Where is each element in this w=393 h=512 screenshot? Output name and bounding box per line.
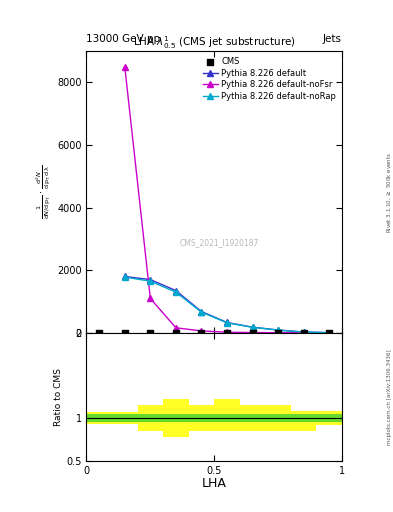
Pythia 8.226 default bbox=[327, 330, 332, 336]
CMS bbox=[224, 329, 230, 337]
Text: Rivet 3.1.10, $\geq$ 500k events: Rivet 3.1.10, $\geq$ 500k events bbox=[385, 152, 393, 232]
Line: Pythia 8.226 default-noRap: Pythia 8.226 default-noRap bbox=[122, 274, 332, 335]
Pythia 8.226 default-noRap bbox=[276, 327, 281, 333]
CMS bbox=[173, 329, 179, 337]
Pythia 8.226 default-noFsr bbox=[174, 325, 178, 331]
Text: 13000 GeV pp: 13000 GeV pp bbox=[86, 33, 161, 44]
Y-axis label: Ratio to CMS: Ratio to CMS bbox=[55, 368, 63, 426]
Line: Pythia 8.226 default: Pythia 8.226 default bbox=[122, 274, 332, 335]
Pythia 8.226 default-noFsr bbox=[250, 330, 255, 336]
Text: mcplots.cern.ch [arXiv:1306.3436]: mcplots.cern.ch [arXiv:1306.3436] bbox=[387, 349, 391, 444]
Title: LHA $\lambda^{1}_{0.5}$ (CMS jet substructure): LHA $\lambda^{1}_{0.5}$ (CMS jet substru… bbox=[133, 34, 296, 51]
Legend: CMS, Pythia 8.226 default, Pythia 8.226 default-noFsr, Pythia 8.226 default-noRa: CMS, Pythia 8.226 default, Pythia 8.226 … bbox=[201, 55, 338, 102]
Pythia 8.226 default bbox=[148, 276, 152, 283]
Pythia 8.226 default-noRap bbox=[148, 278, 152, 284]
CMS bbox=[301, 329, 307, 337]
Pythia 8.226 default-noFsr bbox=[148, 295, 152, 302]
Bar bbox=[86, 414, 342, 422]
Pythia 8.226 default bbox=[276, 327, 281, 333]
Pythia 8.226 default bbox=[250, 324, 255, 330]
Text: Jets: Jets bbox=[323, 33, 342, 44]
Pythia 8.226 default-noFsr bbox=[276, 330, 281, 336]
Pythia 8.226 default-noFsr bbox=[301, 330, 306, 336]
Pythia 8.226 default-noFsr bbox=[199, 328, 204, 334]
Pythia 8.226 default bbox=[225, 319, 230, 326]
Pythia 8.226 default-noRap bbox=[301, 329, 306, 335]
Pythia 8.226 default-noFsr bbox=[123, 64, 127, 70]
Pythia 8.226 default bbox=[174, 288, 178, 294]
Pythia 8.226 default-noFsr bbox=[225, 329, 230, 335]
Pythia 8.226 default bbox=[199, 308, 204, 314]
Y-axis label: $\frac{1}{\mathrm{d}N/\mathrm{d\,p_T}}\cdot\frac{\mathrm{d}^2N}{\mathrm{d\,p_T\,: $\frac{1}{\mathrm{d}N/\mathrm{d\,p_T}}\c… bbox=[35, 165, 53, 219]
Pythia 8.226 default-noRap bbox=[174, 289, 178, 295]
Pythia 8.226 default-noRap bbox=[327, 330, 332, 336]
CMS bbox=[275, 329, 281, 337]
Pythia 8.226 default bbox=[123, 273, 127, 280]
CMS bbox=[326, 329, 332, 337]
Pythia 8.226 default-noRap bbox=[199, 309, 204, 315]
X-axis label: LHA: LHA bbox=[202, 477, 227, 490]
CMS bbox=[250, 329, 256, 337]
CMS bbox=[96, 329, 102, 337]
CMS bbox=[122, 329, 128, 337]
CMS bbox=[147, 329, 153, 337]
Line: Pythia 8.226 default-noFsr: Pythia 8.226 default-noFsr bbox=[122, 64, 332, 335]
CMS bbox=[198, 329, 205, 337]
Pythia 8.226 default-noFsr bbox=[327, 330, 332, 336]
Pythia 8.226 default-noRap bbox=[250, 324, 255, 330]
Text: CMS_2021_I1920187: CMS_2021_I1920187 bbox=[180, 238, 259, 247]
Pythia 8.226 default-noRap bbox=[123, 274, 127, 280]
Pythia 8.226 default bbox=[301, 329, 306, 335]
Pythia 8.226 default-noRap bbox=[225, 319, 230, 326]
